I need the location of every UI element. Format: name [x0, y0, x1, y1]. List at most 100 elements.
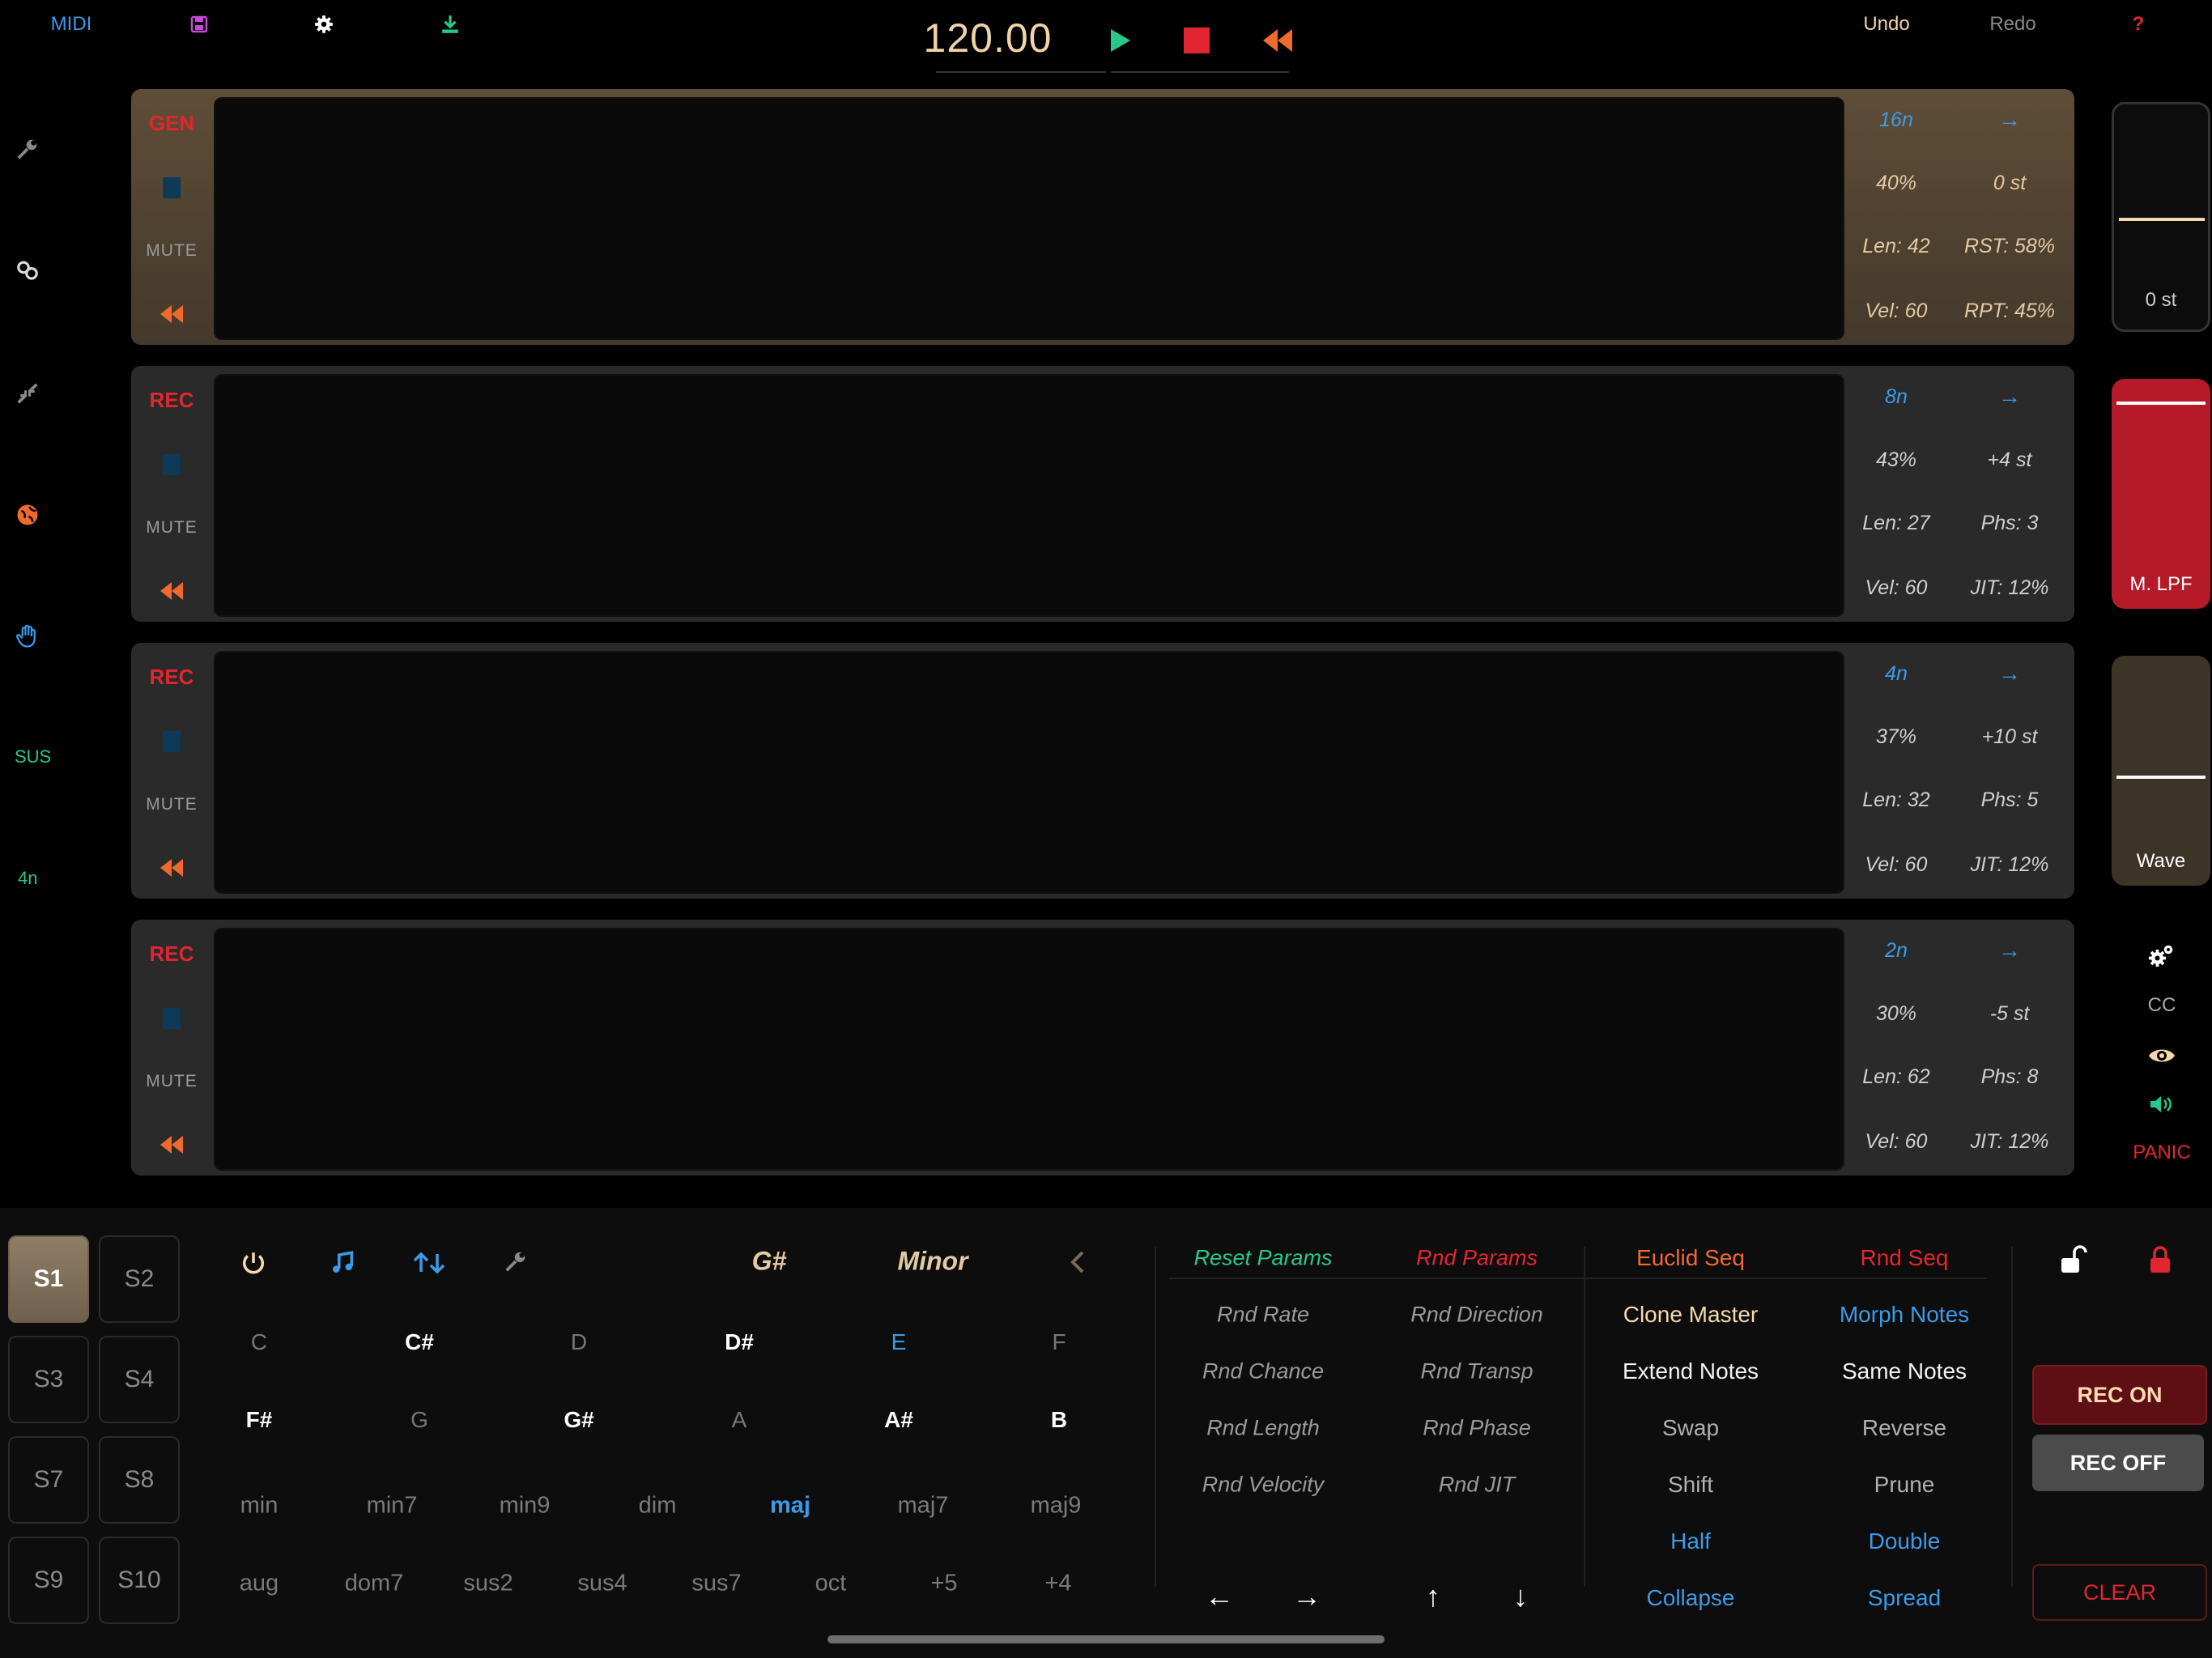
- chord-type[interactable]: dim: [638, 1492, 677, 1519]
- rate-value[interactable]: 16n: [1879, 108, 1913, 131]
- transpose-value[interactable]: +10 st: [1981, 725, 2038, 748]
- track-mode-label[interactable]: GEN: [148, 110, 195, 135]
- scale-display[interactable]: Minor: [897, 1246, 968, 1276]
- length-value[interactable]: Len: 62: [1862, 1065, 1930, 1088]
- direction-arrow-icon[interactable]: →: [1998, 937, 2021, 963]
- slot-button-s2[interactable]: S2: [99, 1235, 180, 1323]
- rate-value[interactable]: 8n: [1885, 385, 1908, 408]
- track-mode-label[interactable]: REC: [149, 664, 194, 689]
- note-key[interactable]: G#: [564, 1407, 594, 1432]
- note-key[interactable]: C#: [405, 1329, 434, 1354]
- filter-slider-handle[interactable]: [2116, 402, 2206, 405]
- arrow-down-button[interactable]: ↓: [1513, 1579, 1528, 1613]
- slot-button-s1[interactable]: S1: [8, 1235, 89, 1323]
- spread-button[interactable]: Spread: [1867, 1585, 1942, 1610]
- up-down-arrows-icon[interactable]: [411, 1249, 447, 1277]
- note-key[interactable]: E: [891, 1329, 907, 1354]
- chord-type[interactable]: +4: [1044, 1570, 1072, 1596]
- sequence-action-button[interactable]: Shift: [1667, 1472, 1714, 1497]
- chance-value[interactable]: 40%: [1875, 172, 1917, 194]
- sequence-action-button[interactable]: Reverse: [1861, 1415, 1947, 1440]
- random-action-button[interactable]: Rnd Direction: [1410, 1302, 1543, 1327]
- velocity-value[interactable]: Vel: 60: [1865, 1130, 1928, 1153]
- random-action-button[interactable]: Rnd Transp: [1420, 1358, 1534, 1384]
- velocity-value[interactable]: Vel: 60: [1865, 300, 1928, 322]
- clear-button[interactable]: CLEAR: [2032, 1564, 2207, 1621]
- lock-icon[interactable]: [131, 447, 212, 483]
- velocity-value[interactable]: Vel: 60: [1865, 853, 1928, 876]
- chevron-left-icon[interactable]: [1067, 1248, 1088, 1276]
- gear-icon[interactable]: [308, 8, 340, 40]
- tempo-display[interactable]: 120.00: [923, 15, 1053, 61]
- clone-master-button[interactable]: Clone Master: [1623, 1302, 1759, 1327]
- wrench-icon[interactable]: [11, 133, 44, 165]
- direction-arrow-icon[interactable]: →: [1998, 661, 2021, 686]
- wrench-icon[interactable]: [504, 1249, 531, 1277]
- chord-type[interactable]: oct: [815, 1570, 847, 1596]
- help-button[interactable]: ?: [2132, 13, 2145, 35]
- random-action-button[interactable]: Rnd Rate: [1216, 1302, 1310, 1327]
- collapse-button[interactable]: Collapse: [1646, 1585, 1735, 1610]
- slot-button-s9[interactable]: S9: [8, 1537, 89, 1624]
- chord-type[interactable]: maj: [770, 1492, 810, 1519]
- undo-button[interactable]: Undo: [1863, 13, 1910, 35]
- double-button[interactable]: Double: [1868, 1528, 1941, 1554]
- slot-button-s8[interactable]: S8: [99, 1436, 180, 1524]
- rewind-icon[interactable]: [131, 573, 212, 609]
- mute-button[interactable]: MUTE: [146, 241, 198, 260]
- power-icon[interactable]: [240, 1249, 267, 1277]
- random-action-button[interactable]: Rnd Phase: [1423, 1415, 1531, 1440]
- sequence-action-button[interactable]: Prune: [1874, 1472, 1935, 1497]
- chord-type[interactable]: sus2: [463, 1570, 513, 1596]
- extra-param-1[interactable]: Phs: 8: [1980, 1065, 2039, 1088]
- transpose-value[interactable]: 0 st: [1993, 172, 2027, 194]
- download-icon[interactable]: [434, 8, 466, 40]
- arrow-right-button[interactable]: →: [1292, 1579, 1321, 1613]
- note-division[interactable]: 4n: [18, 868, 38, 888]
- hand-icon[interactable]: [11, 620, 44, 653]
- chord-type[interactable]: +5: [930, 1570, 958, 1596]
- wave-slider-handle[interactable]: [2116, 776, 2206, 779]
- length-value[interactable]: Len: 42: [1862, 235, 1930, 257]
- music-note-icon[interactable]: [329, 1249, 356, 1277]
- midi-button[interactable]: MIDI: [50, 13, 92, 35]
- link-icon[interactable]: [11, 254, 44, 287]
- chord-type[interactable]: aug: [239, 1570, 279, 1596]
- wave-slider[interactable]: Wave: [2112, 656, 2210, 886]
- rewind-icon[interactable]: [131, 850, 212, 886]
- slot-button-s10[interactable]: S10: [99, 1537, 180, 1624]
- chord-type[interactable]: dom7: [344, 1570, 404, 1596]
- transpose-value[interactable]: +4 st: [1987, 449, 2032, 471]
- chord-type[interactable]: sus4: [577, 1570, 627, 1596]
- filter-slider[interactable]: M. LPF: [2112, 379, 2210, 609]
- lock-icon[interactable]: [2149, 1245, 2172, 1274]
- chord-type[interactable]: sus7: [691, 1570, 742, 1596]
- sequence-action-button[interactable]: Extend Notes: [1622, 1358, 1759, 1384]
- stop-icon[interactable]: [1184, 28, 1210, 53]
- mute-button[interactable]: MUTE: [146, 1072, 198, 1090]
- slot-button-s7[interactable]: S7: [8, 1436, 89, 1524]
- note-key[interactable]: B: [1050, 1407, 1068, 1432]
- note-key[interactable]: D#: [725, 1329, 754, 1354]
- rnd-seq-button[interactable]: Rnd Seq: [1860, 1245, 1949, 1270]
- transpose-slider-handle[interactable]: [2119, 218, 2205, 221]
- chord-type[interactable]: min9: [499, 1492, 551, 1519]
- extra-param-2[interactable]: RPT: 45%: [1963, 300, 2056, 322]
- redo-button[interactable]: Redo: [1989, 13, 2036, 35]
- rewind-icon[interactable]: [131, 1127, 212, 1163]
- random-action-button[interactable]: Rnd JIT: [1438, 1472, 1516, 1497]
- track-mode-label[interactable]: REC: [149, 387, 194, 412]
- rate-value[interactable]: 2n: [1885, 939, 1908, 962]
- step-grid[interactable]: [214, 97, 1844, 340]
- arrow-up-button[interactable]: ↑: [1426, 1579, 1440, 1613]
- mute-button[interactable]: MUTE: [146, 795, 198, 814]
- root-note-display[interactable]: G#: [751, 1246, 787, 1276]
- extra-param-2[interactable]: JIT: 12%: [1970, 853, 2049, 876]
- save-icon[interactable]: [183, 8, 215, 40]
- chance-value[interactable]: 30%: [1875, 1002, 1917, 1025]
- note-key[interactable]: G: [410, 1407, 428, 1432]
- lock-icon[interactable]: [131, 1001, 212, 1036]
- length-value[interactable]: Len: 32: [1862, 789, 1930, 811]
- extra-param-1[interactable]: Phs: 3: [1980, 512, 2039, 534]
- sequence-action-button[interactable]: Same Notes: [1841, 1358, 1967, 1384]
